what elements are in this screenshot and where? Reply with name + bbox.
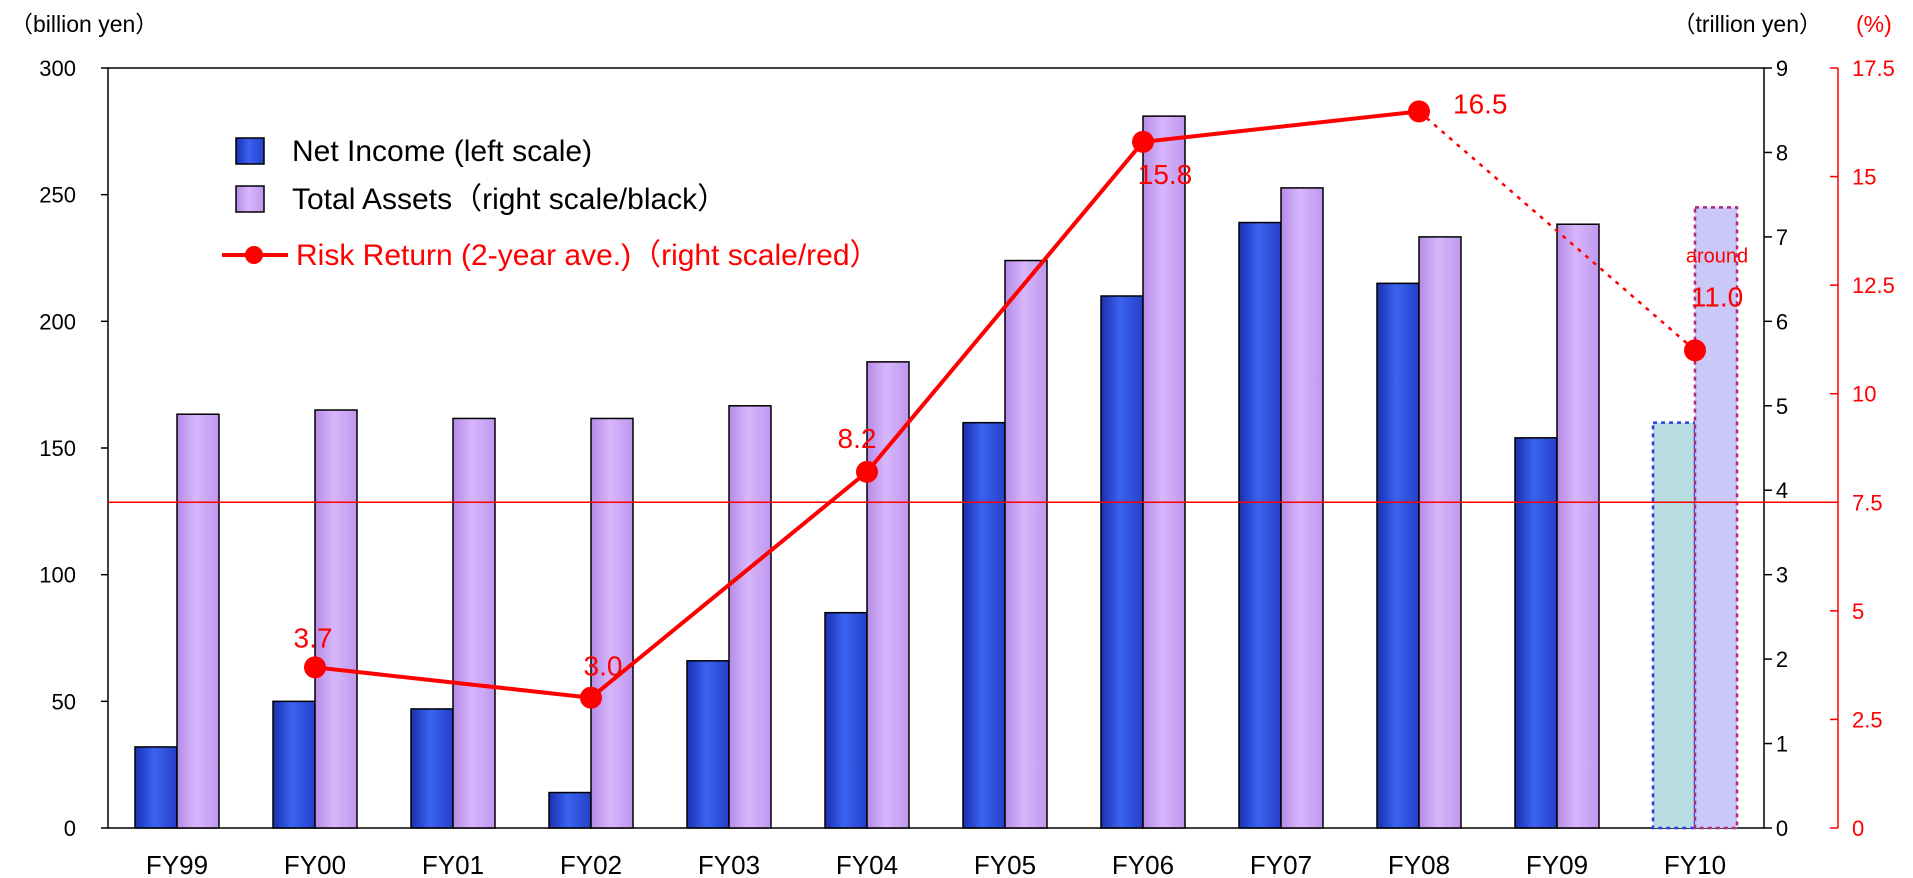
total-assets-bar <box>1143 116 1185 828</box>
risk-return-point <box>1408 100 1430 122</box>
category-label: FY10 <box>1664 850 1726 878</box>
percent-axis-tick-label: 0 <box>1852 816 1864 841</box>
category-label: FY05 <box>974 850 1036 878</box>
right-axis-tick-label: 0 <box>1776 816 1788 841</box>
right-axis-tick-label: 5 <box>1776 394 1788 419</box>
net-income-bar <box>549 793 591 828</box>
legend-total-assets-swatch <box>236 186 264 212</box>
risk-return-data-label: 11.0 <box>1691 281 1743 312</box>
left-axis-tick-label: 100 <box>39 563 76 588</box>
right-axis-tick-label: 3 <box>1776 563 1788 588</box>
risk-return-point <box>580 687 602 709</box>
net-income-bar <box>963 423 1005 828</box>
left-axis-unit: （billion yen） <box>10 11 158 37</box>
left-axis-tick-label: 300 <box>39 56 76 81</box>
total-assets-bar <box>453 418 495 828</box>
right-axis-tick-label: 9 <box>1776 56 1788 81</box>
right-axis-unit: （trillion yen） <box>1672 11 1822 37</box>
total-assets-bar <box>1005 261 1047 828</box>
risk-return-point <box>856 461 878 483</box>
risk-return-data-label: 15.8 <box>1138 159 1193 190</box>
legend-net-income-swatch <box>236 138 264 164</box>
percent-axis-tick-label: 17.5 <box>1852 56 1895 81</box>
total-assets-bar <box>315 410 357 828</box>
percent-axis-tick-label: 7.5 <box>1852 490 1883 515</box>
percent-axis-tick-label: 2.5 <box>1852 707 1883 732</box>
category-label: FY04 <box>836 850 898 878</box>
left-axis-tick-label: 50 <box>52 689 76 714</box>
total-assets-bar <box>1557 224 1599 828</box>
category-label: FY00 <box>284 850 346 878</box>
percent-axis-unit: (%) <box>1856 11 1892 37</box>
total-assets-bar <box>1281 188 1323 828</box>
category-label: FY99 <box>146 850 208 878</box>
net-income-bar <box>687 661 729 828</box>
category-label: FY07 <box>1250 850 1312 878</box>
left-axis-tick-label: 200 <box>39 309 76 334</box>
net-income-bar <box>825 613 867 828</box>
right-axis-tick-label: 6 <box>1776 309 1788 334</box>
bars-layer <box>135 116 1737 828</box>
total-assets-bar <box>591 418 633 828</box>
net-income-bar <box>273 701 315 828</box>
risk-return-data-label: 3.7 <box>294 622 333 653</box>
risk-return-data-label: 3.0 <box>584 651 623 682</box>
risk-return-point <box>1684 339 1706 361</box>
risk-return-data-label: 8.2 <box>838 423 877 454</box>
legend-risk-return-label: Risk Return (2-year ave.)（right scale/re… <box>296 239 880 272</box>
risk-return-point <box>1132 131 1154 153</box>
legend: Net Income (left scale) Total Assets（righ… <box>222 135 880 272</box>
legend-net-income-label: Net Income (left scale) <box>292 135 592 168</box>
right-axis-tick-label: 4 <box>1776 478 1788 503</box>
right-axis-tick-label: 1 <box>1776 732 1788 757</box>
total-assets-bar <box>1419 237 1461 828</box>
right-axis-tick-label: 8 <box>1776 140 1788 165</box>
percent-axis-tick-label: 10 <box>1852 382 1876 407</box>
category-label: FY03 <box>698 850 760 878</box>
risk-return-label-prefix: around <box>1686 245 1748 267</box>
net-income-bar <box>1515 438 1557 828</box>
legend-total-assets-label: Total Assets（right scale/black） <box>292 183 727 216</box>
percent-axis-tick-label: 5 <box>1852 599 1864 624</box>
risk-return-point <box>304 656 326 678</box>
category-label: FY08 <box>1388 850 1450 878</box>
net-income-bar <box>135 747 177 828</box>
category-label: FY02 <box>560 850 622 878</box>
net-income-bar <box>1239 223 1281 828</box>
legend-risk-return-swatch-dot <box>245 246 263 264</box>
total-assets-bar <box>177 414 219 828</box>
net-income-bar <box>1377 283 1419 828</box>
left-axis-tick-label: 250 <box>39 183 76 208</box>
category-label: FY09 <box>1526 850 1588 878</box>
percent-axis-tick-label: 12.5 <box>1852 273 1895 298</box>
total-assets-bar <box>729 406 771 828</box>
category-label: FY06 <box>1112 850 1174 878</box>
net-income-bar-projected <box>1653 423 1695 828</box>
category-label: FY01 <box>422 850 484 878</box>
risk-return-data-label: 16.5 <box>1453 88 1508 119</box>
right-axis-tick-label: 7 <box>1776 225 1788 250</box>
right-axis-tick-label: 2 <box>1776 647 1788 672</box>
net-income-bar <box>1101 296 1143 828</box>
left-axis-tick-label: 150 <box>39 436 76 461</box>
left-axis-tick-label: 0 <box>64 816 76 841</box>
percent-axis-tick-label: 15 <box>1852 165 1876 190</box>
net-income-bar <box>411 709 453 828</box>
